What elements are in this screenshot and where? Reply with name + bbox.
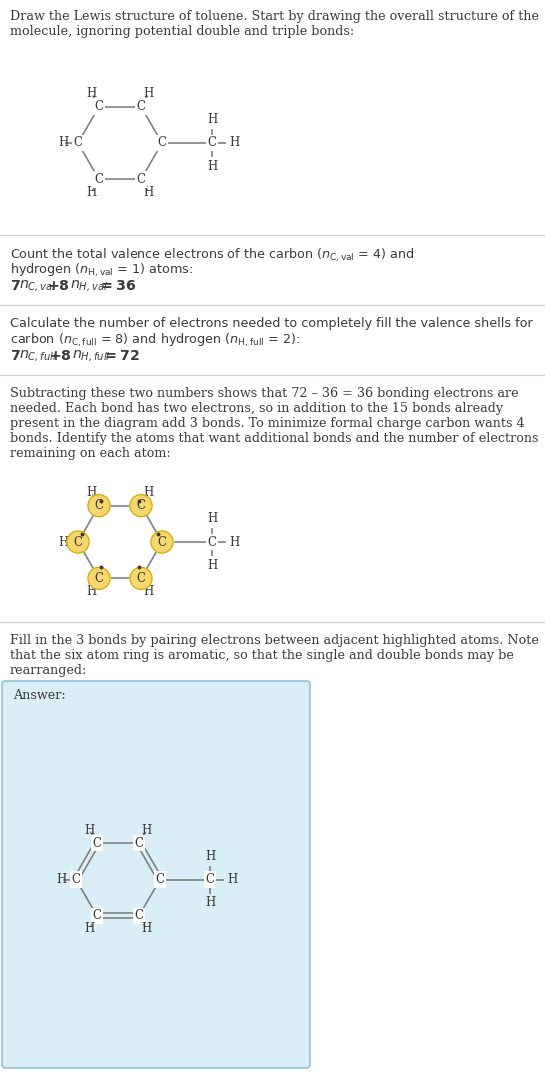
- Text: molecule, ignoring potential double and triple bonds:: molecule, ignoring potential double and …: [10, 25, 354, 38]
- Text: H: H: [86, 486, 96, 499]
- Text: H: H: [143, 486, 154, 499]
- Text: $n_\mathregular{H,val}$: $n_\mathregular{H,val}$: [70, 279, 108, 294]
- Text: H: H: [143, 585, 154, 598]
- Text: H: H: [84, 824, 95, 837]
- Text: C: C: [94, 173, 104, 186]
- Text: C: C: [136, 572, 146, 585]
- Text: H: H: [58, 136, 68, 149]
- Text: bonds. Identify the atoms that want additional bonds and the number of electrons: bonds. Identify the atoms that want addi…: [10, 432, 538, 445]
- Text: C: C: [74, 136, 82, 149]
- Text: C: C: [93, 837, 101, 850]
- Text: $n_\mathregular{C,val}$: $n_\mathregular{C,val}$: [19, 279, 57, 294]
- Text: Draw the Lewis structure of toluene. Start by drawing the overall structure of t: Draw the Lewis structure of toluene. Sta…: [10, 10, 539, 23]
- Text: hydrogen ($n_\mathregular{H,val}$ = 1) atoms:: hydrogen ($n_\mathregular{H,val}$ = 1) a…: [10, 262, 193, 279]
- Text: Calculate the number of electrons needed to completely fill the valence shells f: Calculate the number of electrons needed…: [10, 317, 533, 330]
- Text: C: C: [205, 873, 215, 886]
- Text: H: H: [205, 850, 215, 863]
- Text: H: H: [141, 824, 152, 837]
- Text: $\mathbf{= 36}$: $\mathbf{= 36}$: [98, 279, 136, 293]
- Text: H: H: [227, 873, 237, 886]
- Text: H: H: [86, 186, 96, 199]
- Text: $n_\mathregular{C,full}$: $n_\mathregular{C,full}$: [19, 349, 57, 364]
- Text: C: C: [136, 100, 146, 113]
- Text: C: C: [94, 499, 104, 512]
- Text: H: H: [229, 136, 239, 149]
- Text: $\mathbf{= 72}$: $\mathbf{= 72}$: [102, 349, 140, 363]
- Text: C: C: [74, 535, 82, 548]
- Text: $\mathbf{7}$: $\mathbf{7}$: [10, 349, 21, 363]
- Text: $\mathbf{+ 8}$: $\mathbf{+ 8}$: [49, 349, 72, 363]
- Text: C: C: [94, 572, 104, 585]
- Text: carbon ($n_\mathregular{C,full}$ = 8) and hydrogen ($n_\mathregular{H,full}$ = 2: carbon ($n_\mathregular{C,full}$ = 8) an…: [10, 332, 300, 349]
- Text: remaining on each atom:: remaining on each atom:: [10, 447, 171, 460]
- Text: Subtracting these two numbers shows that 72 – 36 = 36 bonding electrons are: Subtracting these two numbers shows that…: [10, 387, 519, 400]
- Text: H: H: [207, 113, 217, 126]
- Text: C: C: [93, 910, 101, 923]
- Text: C: C: [71, 873, 81, 886]
- Text: H: H: [56, 873, 66, 886]
- Text: H: H: [141, 923, 152, 936]
- Circle shape: [130, 495, 152, 516]
- Text: H: H: [143, 186, 154, 199]
- Text: Count the total valence electrons of the carbon ($n_\mathregular{C,val}$ = 4) an: Count the total valence electrons of the…: [10, 247, 415, 264]
- Text: C: C: [135, 910, 143, 923]
- Text: Answer:: Answer:: [13, 689, 66, 702]
- Text: C: C: [155, 873, 165, 886]
- Circle shape: [151, 531, 173, 553]
- Text: H: H: [207, 512, 217, 525]
- Text: H: H: [207, 160, 217, 173]
- Text: C: C: [208, 535, 216, 548]
- Text: $\mathbf{7}$: $\mathbf{7}$: [10, 279, 21, 293]
- Text: C: C: [158, 535, 167, 548]
- Text: present in the diagram add 3 bonds. To minimize formal charge carbon wants 4: present in the diagram add 3 bonds. To m…: [10, 417, 525, 430]
- Text: H: H: [84, 923, 95, 936]
- Text: rearranged:: rearranged:: [10, 664, 87, 677]
- Circle shape: [88, 568, 110, 589]
- Text: H: H: [207, 559, 217, 572]
- Text: C: C: [135, 837, 143, 850]
- Text: H: H: [86, 87, 96, 100]
- Text: H: H: [86, 585, 96, 598]
- Circle shape: [130, 568, 152, 589]
- Text: that the six atom ring is aromatic, so that the single and double bonds may be: that the six atom ring is aromatic, so t…: [10, 649, 514, 662]
- Text: H: H: [229, 535, 239, 548]
- Text: C: C: [94, 100, 104, 113]
- Text: H: H: [58, 535, 68, 548]
- Text: H: H: [143, 87, 154, 100]
- FancyBboxPatch shape: [2, 681, 310, 1068]
- Text: H: H: [205, 897, 215, 910]
- Text: $n_\mathregular{H,full}$: $n_\mathregular{H,full}$: [72, 349, 111, 364]
- Circle shape: [67, 531, 89, 553]
- Text: C: C: [208, 136, 216, 149]
- Text: C: C: [136, 173, 146, 186]
- Text: C: C: [158, 136, 167, 149]
- Text: needed. Each bond has two electrons, so in addition to the 15 bonds already: needed. Each bond has two electrons, so …: [10, 402, 503, 415]
- Text: $\mathbf{+ 8}$: $\mathbf{+ 8}$: [47, 279, 70, 293]
- Text: C: C: [136, 499, 146, 512]
- Circle shape: [88, 495, 110, 516]
- Text: Fill in the 3 bonds by pairing electrons between adjacent highlighted atoms. Not: Fill in the 3 bonds by pairing electrons…: [10, 634, 539, 647]
